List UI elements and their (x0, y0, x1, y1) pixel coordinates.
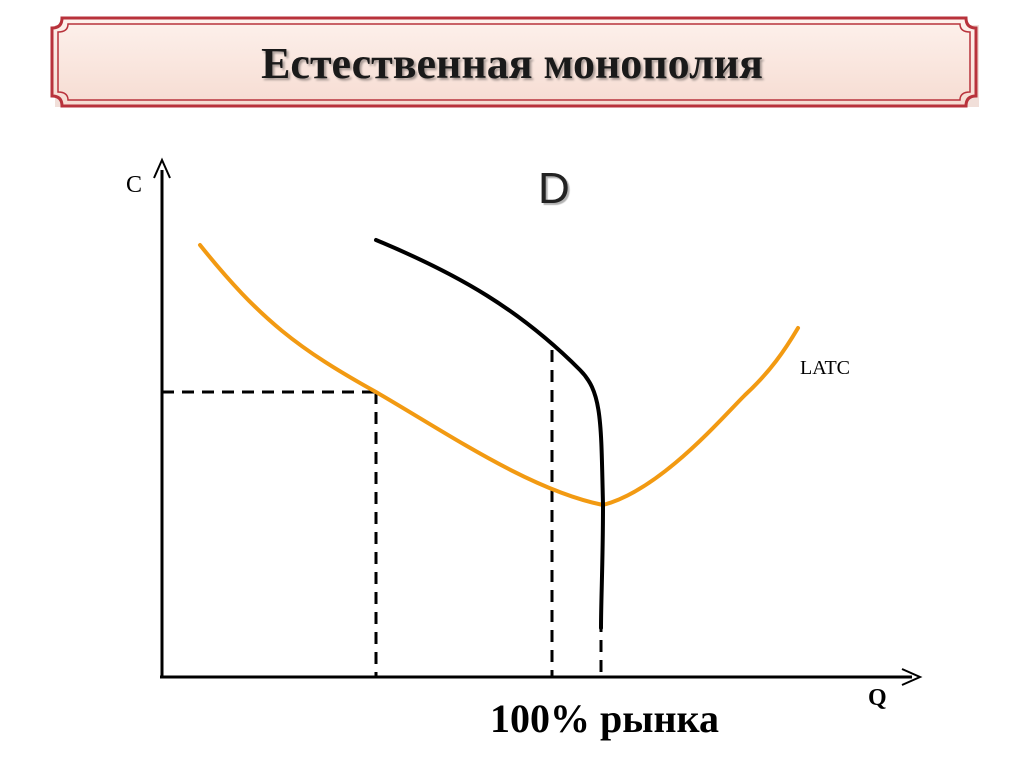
slide-title: Естественная монополия (261, 39, 763, 88)
latc-curve (198, 243, 800, 508)
demand-label: D (538, 164, 570, 213)
x-axis-arrow (901, 668, 923, 686)
y-axis-label: С (126, 172, 143, 198)
x-axis-label: Q (868, 685, 887, 711)
demand-curve (374, 238, 606, 630)
latc-label: LATC (800, 357, 850, 379)
title-banner (50, 16, 979, 108)
market-share-label: 100% рынка (490, 696, 719, 741)
y-axis-arrow (153, 157, 171, 179)
